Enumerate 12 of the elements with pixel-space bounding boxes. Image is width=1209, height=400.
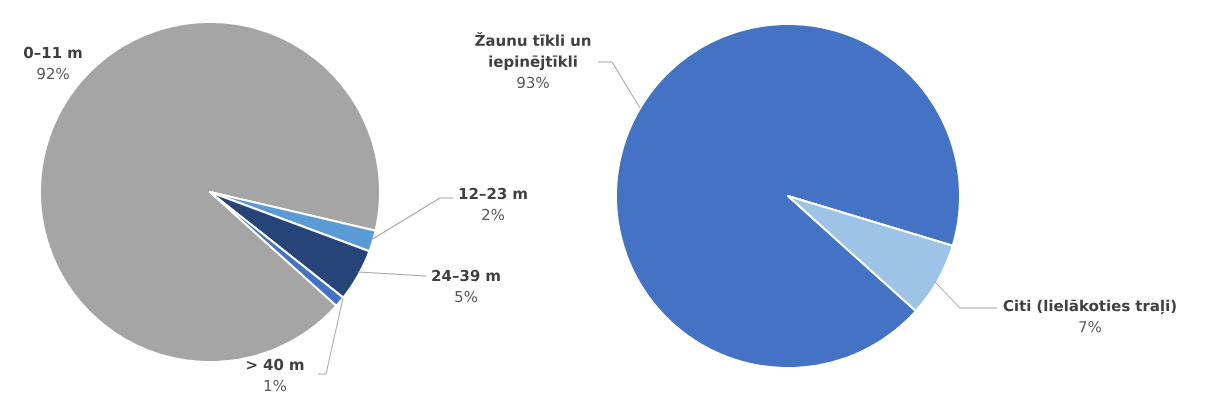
- data-label: 1%: [264, 379, 287, 392]
- slice-label: 0–11 m: [24, 46, 82, 59]
- slice-label: > 40 m: [247, 358, 304, 371]
- slice-label: 12–23 m: [459, 187, 527, 200]
- slice-label: Žaunu tīkli un iepinējtīkli: [475, 31, 591, 71]
- data-label: 7%: [1079, 320, 1102, 333]
- slice-label: 24–39 m: [432, 269, 500, 282]
- data-label: 93%: [517, 76, 549, 89]
- data-label: 5%: [455, 290, 478, 303]
- data-label: 2%: [482, 208, 505, 221]
- slice-label: Citi (lielākoties traļi): [1003, 299, 1176, 315]
- data-label: 92%: [37, 67, 69, 80]
